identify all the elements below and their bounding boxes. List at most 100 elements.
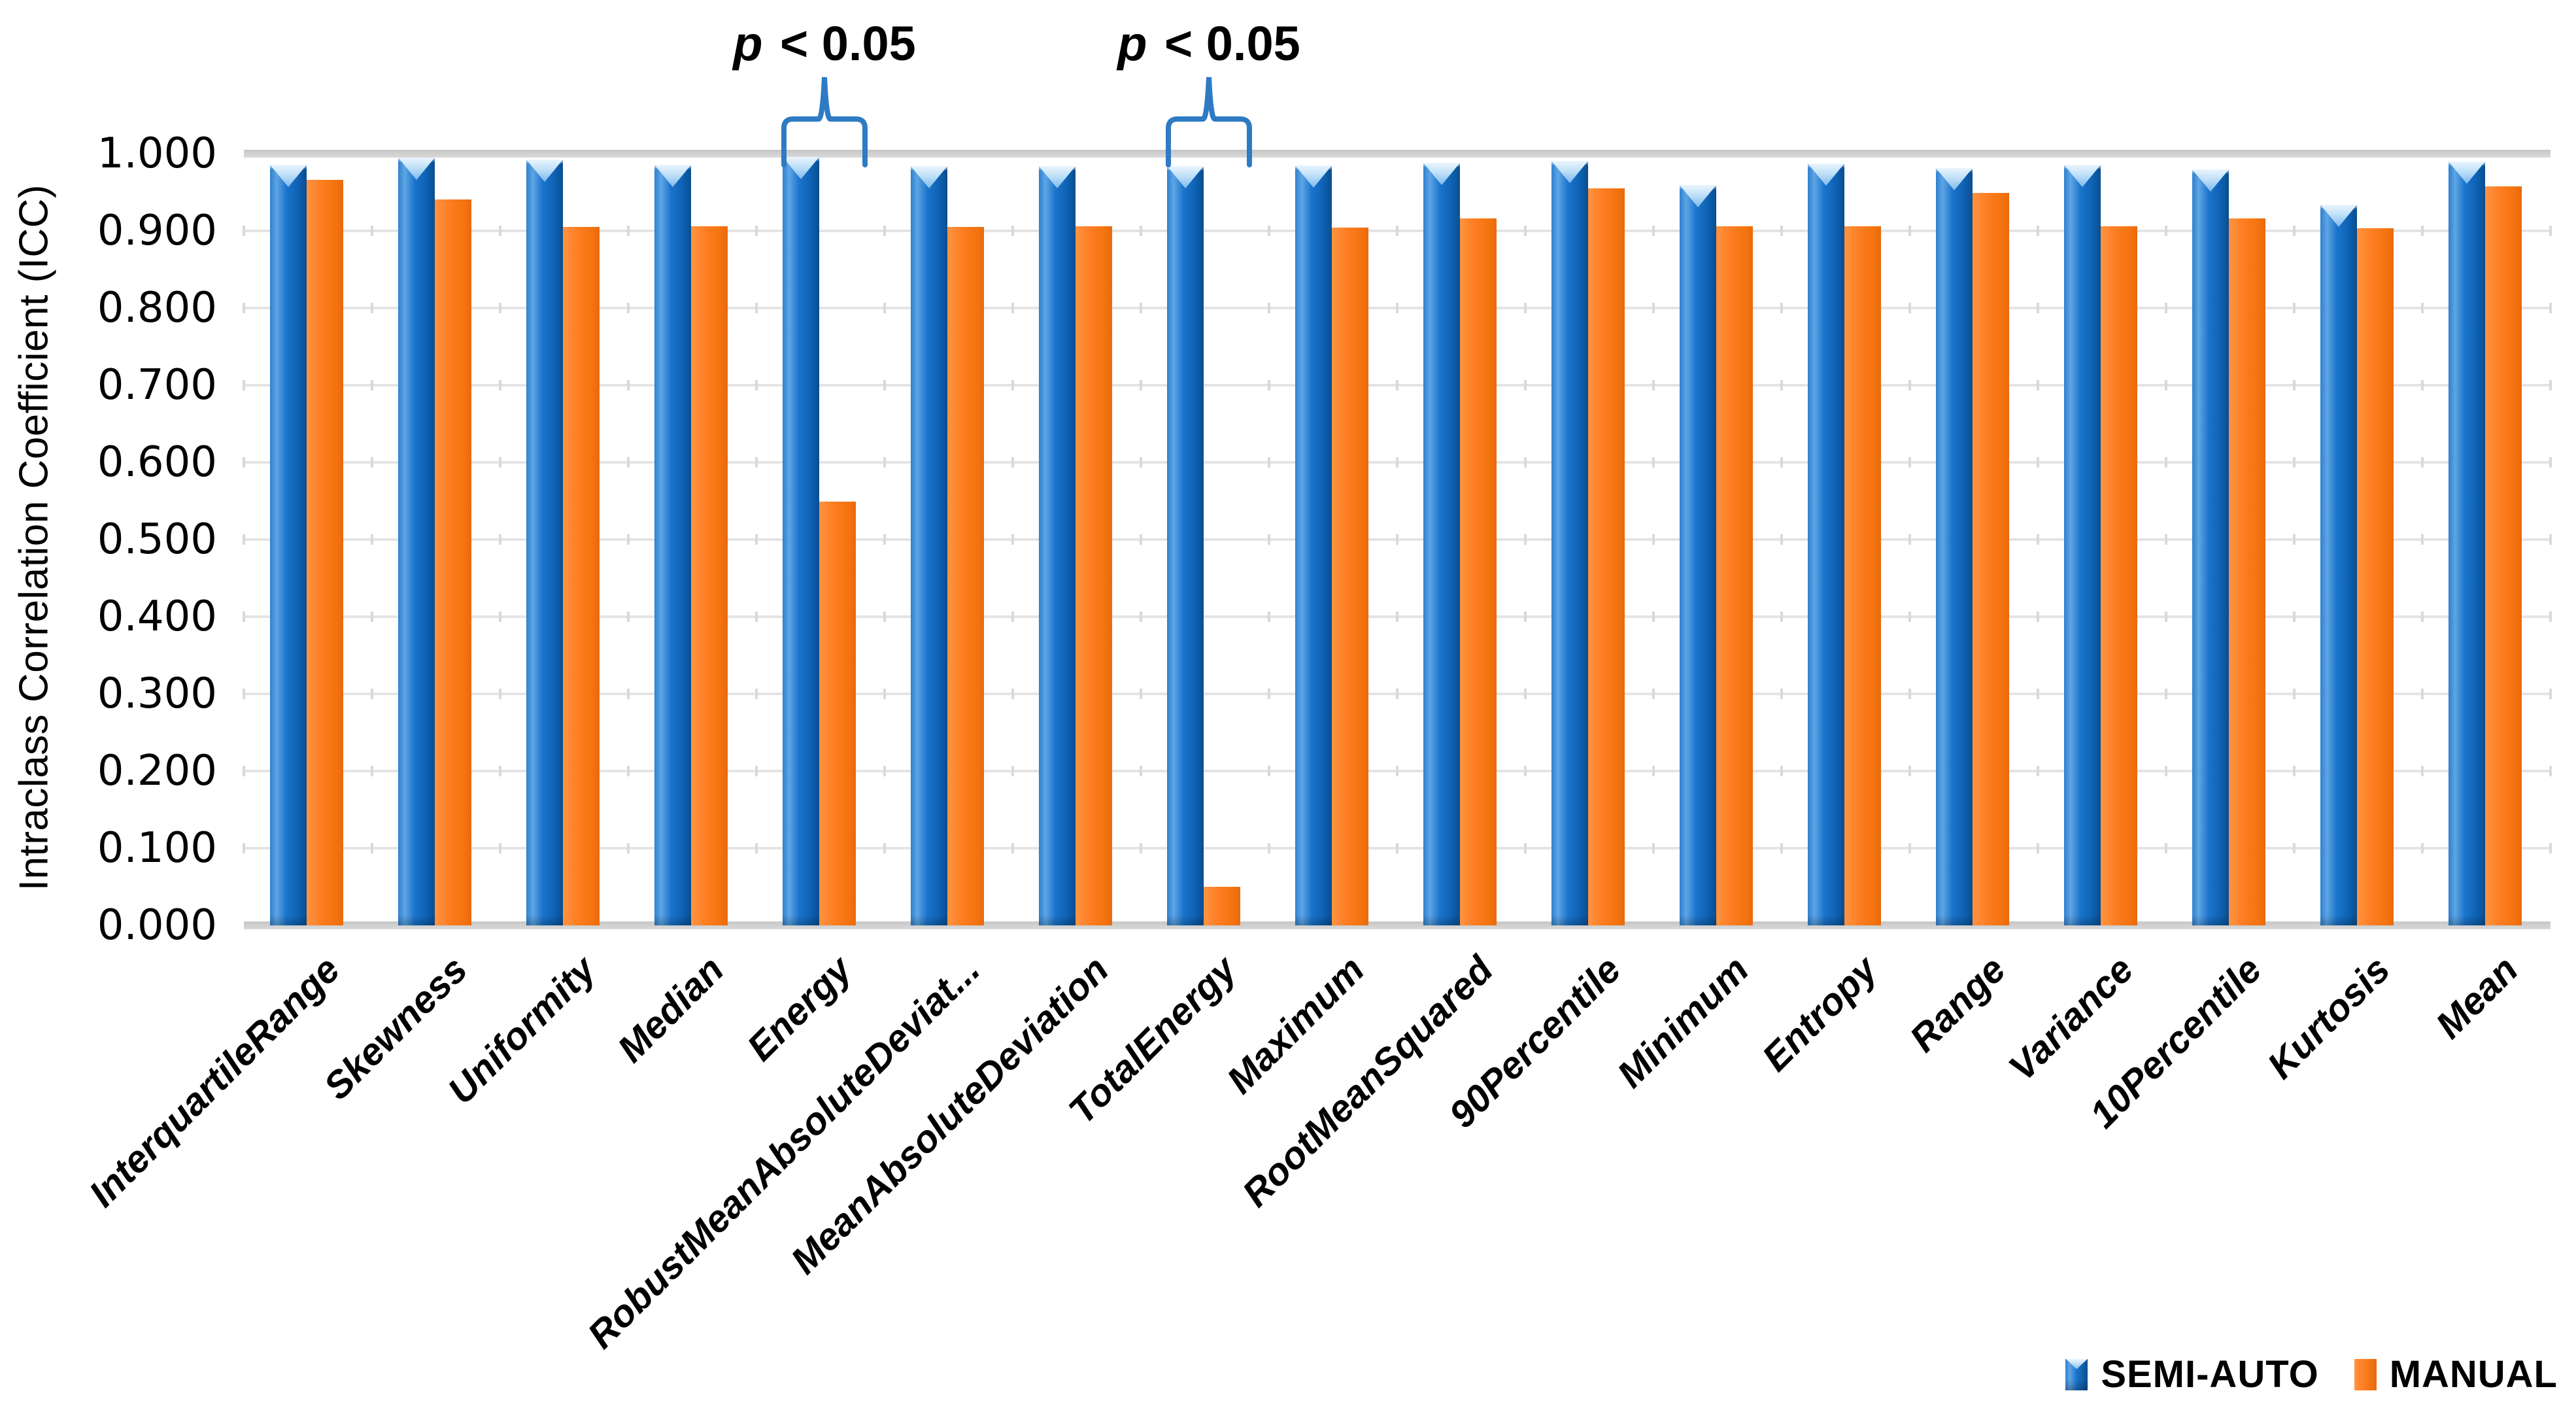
gridline-tick-mark <box>2549 766 2552 776</box>
gridline-tick-mark <box>2549 611 2552 622</box>
gridline-tick-mark <box>755 226 758 236</box>
gridline-tick-mark <box>883 766 886 776</box>
gridline-tick-mark <box>1011 766 1014 776</box>
bar-manual-Mean <box>2485 186 2522 925</box>
gridline-tick-mark <box>2421 766 2424 776</box>
gridline-tick-mark <box>499 226 501 236</box>
gridline-tick-mark <box>1652 611 1655 622</box>
bar-manual-Energy <box>819 502 856 925</box>
gridline-tick-mark <box>1780 843 1783 853</box>
gridline-tick-mark <box>1780 534 1783 545</box>
gridline-tick-mark <box>1780 766 1783 776</box>
gridline-tick-mark <box>755 457 758 468</box>
gridline-tick-mark <box>2421 303 2424 313</box>
gridline-tick-mark <box>1268 611 1270 622</box>
cylinder-cap-icon <box>1423 163 1460 185</box>
x-category-label-Kurtosis: Kurtosis <box>2259 948 2398 1088</box>
gridline-tick-mark <box>1011 457 1014 468</box>
gridline-tick-mark <box>2293 534 2296 545</box>
gridline-tick-mark <box>243 611 245 622</box>
bar-manual-Skewness <box>435 199 471 925</box>
bar-manual-InterquartileRange <box>307 180 343 925</box>
gridline-tick-mark <box>2293 689 2296 699</box>
gridline-tick-mark <box>883 611 886 622</box>
x-category-label-Energy: Energy <box>739 948 860 1069</box>
gridline-tick-mark <box>755 380 758 390</box>
gridline-tick-mark <box>755 611 758 622</box>
gridline-tick-mark <box>371 303 373 313</box>
gridline-tick-mark <box>755 766 758 776</box>
gridline-tick-mark <box>1908 689 1911 699</box>
gridline-tick-mark <box>371 226 373 236</box>
gridline-tick-mark <box>1780 380 1783 390</box>
x-category-label-InterquartileRange: InterquartileRange <box>80 948 348 1216</box>
gridline-tick-mark <box>1524 303 1527 313</box>
gridline-tick-mark <box>371 689 373 699</box>
gridline-tick-mark <box>627 611 630 622</box>
bar-semi-auto-Median <box>654 165 691 925</box>
bar-semi-auto-Variance <box>2064 165 2101 925</box>
gridline-tick-mark <box>1011 534 1014 545</box>
gridline-tick-mark <box>2165 766 2167 776</box>
bar-manual-Kurtosis <box>2357 228 2394 925</box>
gridline-tick-mark <box>883 303 886 313</box>
gridline-tick-mark <box>499 689 501 699</box>
gridline-tick-mark <box>2421 457 2424 468</box>
gridline-tick-mark <box>2293 843 2296 853</box>
gridline-tick-mark <box>243 303 245 313</box>
gridline-tick-mark <box>627 766 630 776</box>
gridline-tick-mark <box>1908 457 1911 468</box>
gridline-tick-mark <box>1140 766 1142 776</box>
gridline-tick-mark <box>1268 457 1270 468</box>
cylinder-cap-icon <box>398 158 435 180</box>
gridline-tick-mark <box>2293 303 2296 313</box>
bar-semi-auto-Energy <box>783 157 819 925</box>
cylinder-cap-icon <box>783 157 819 179</box>
gridline-tick-mark <box>1908 611 1911 622</box>
gridline-tick-mark <box>2549 226 2552 236</box>
gridline-tick-mark <box>883 534 886 545</box>
gridline-tick-mark <box>2165 226 2167 236</box>
gridline-tick-mark <box>371 457 373 468</box>
gridline-tick-mark <box>2549 534 2552 545</box>
bar-semi-auto-Maximum <box>1295 165 1332 925</box>
gridline-tick-mark <box>1524 766 1527 776</box>
gridline-tick-mark <box>1396 843 1398 853</box>
x-category-label-Minimum: Minimum <box>1609 948 1757 1096</box>
y-tick-label-0.300: 0.300 <box>97 670 217 718</box>
gridline-tick-mark <box>1524 689 1527 699</box>
gridline-tick-mark <box>2037 611 2039 622</box>
gridline-tick-mark <box>2293 457 2296 468</box>
gridline-tick-mark <box>627 226 630 236</box>
gridline-tick-mark <box>2549 689 2552 699</box>
cylinder-cap-icon <box>1167 166 1204 188</box>
gridline-tick-mark <box>1908 843 1911 853</box>
gridline-tick-mark <box>2037 380 2039 390</box>
gridline-tick-mark <box>243 380 245 390</box>
gridline-tick-mark <box>2037 689 2039 699</box>
gridline-tick-mark <box>1652 226 1655 236</box>
gridline-tick-mark <box>627 843 630 853</box>
gridline-tick-mark <box>1780 226 1783 236</box>
gridline-tick-mark <box>1524 534 1527 545</box>
gridline-tick-mark <box>883 457 886 468</box>
y-tick-label-0.700: 0.700 <box>97 361 217 409</box>
gridline-tick-mark <box>499 457 501 468</box>
gridline-tick-mark <box>371 843 373 853</box>
gridline-tick-mark <box>1140 457 1142 468</box>
bar-semi-auto-Mean <box>2449 162 2485 925</box>
gridline-tick-mark <box>243 689 245 699</box>
gridline-tick-mark <box>755 843 758 853</box>
y-tick-label-1.000: 1.000 <box>97 129 217 178</box>
gridline-tick-mark <box>1268 689 1270 699</box>
gridline-tick-mark <box>883 689 886 699</box>
bar-semi-auto-RootMeanSquared <box>1423 163 1460 925</box>
gridline-tick-mark <box>1908 226 1911 236</box>
y-tick-label-0.800: 0.800 <box>97 284 217 332</box>
gridline-tick-mark <box>243 766 245 776</box>
cylinder-cap-icon <box>1680 185 1716 207</box>
gridline-tick-mark <box>1396 226 1398 236</box>
y-tick-label-0.900: 0.900 <box>97 207 217 255</box>
gridline-1.000 <box>244 150 2551 158</box>
gridline-tick-mark <box>1011 689 1014 699</box>
